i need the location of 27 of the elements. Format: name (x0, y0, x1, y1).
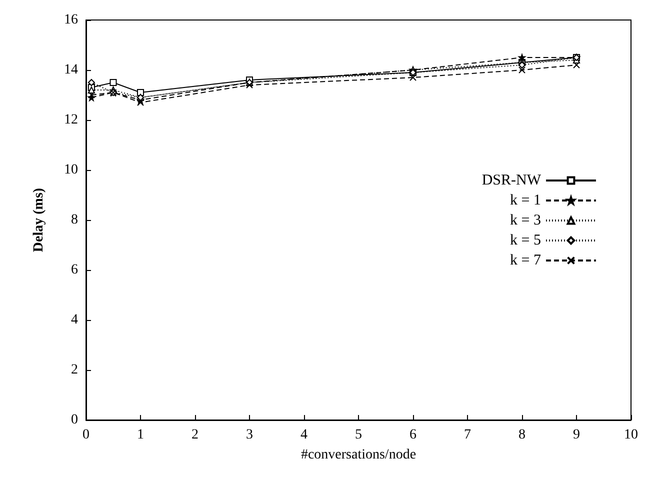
x-tick-label: 7 (464, 428, 471, 442)
x-tick-label: 5 (355, 428, 362, 442)
legend-label: k = 7 (510, 252, 542, 268)
y-tick-label: 10 (64, 162, 78, 178)
x-tick-label: 3 (246, 428, 253, 442)
y-tick-label: 2 (71, 362, 78, 378)
x-axis-title: #conversations/node (300, 448, 416, 462)
legend-label: DSR-NW (482, 172, 542, 188)
x-tick-label: 1 (137, 428, 144, 442)
y-tick-label: 8 (71, 212, 78, 228)
y-tick-label: 16 (64, 12, 78, 28)
y-axis-title: Delay (ms) (32, 188, 46, 252)
x-tick-label: 10 (624, 428, 638, 442)
x-tick-label: 9 (573, 428, 580, 442)
y-tick-label: 0 (71, 412, 78, 428)
y-tick-label: 12 (64, 112, 78, 128)
x-tick-label: 2 (192, 428, 198, 442)
legend-label: k = 5 (510, 232, 541, 248)
y-tick-label: 4 (71, 312, 78, 328)
y-tick-label: 14 (64, 62, 78, 78)
legend-label: k = 1 (510, 192, 541, 208)
legend-label: k = 3 (510, 212, 541, 228)
x-tick-label: 6 (410, 428, 416, 442)
x-tick-label: 0 (82, 428, 90, 442)
y-tick-label: 6 (71, 262, 78, 278)
x-tick-label: 8 (518, 428, 526, 442)
x-tick-label: 4 (300, 428, 308, 442)
